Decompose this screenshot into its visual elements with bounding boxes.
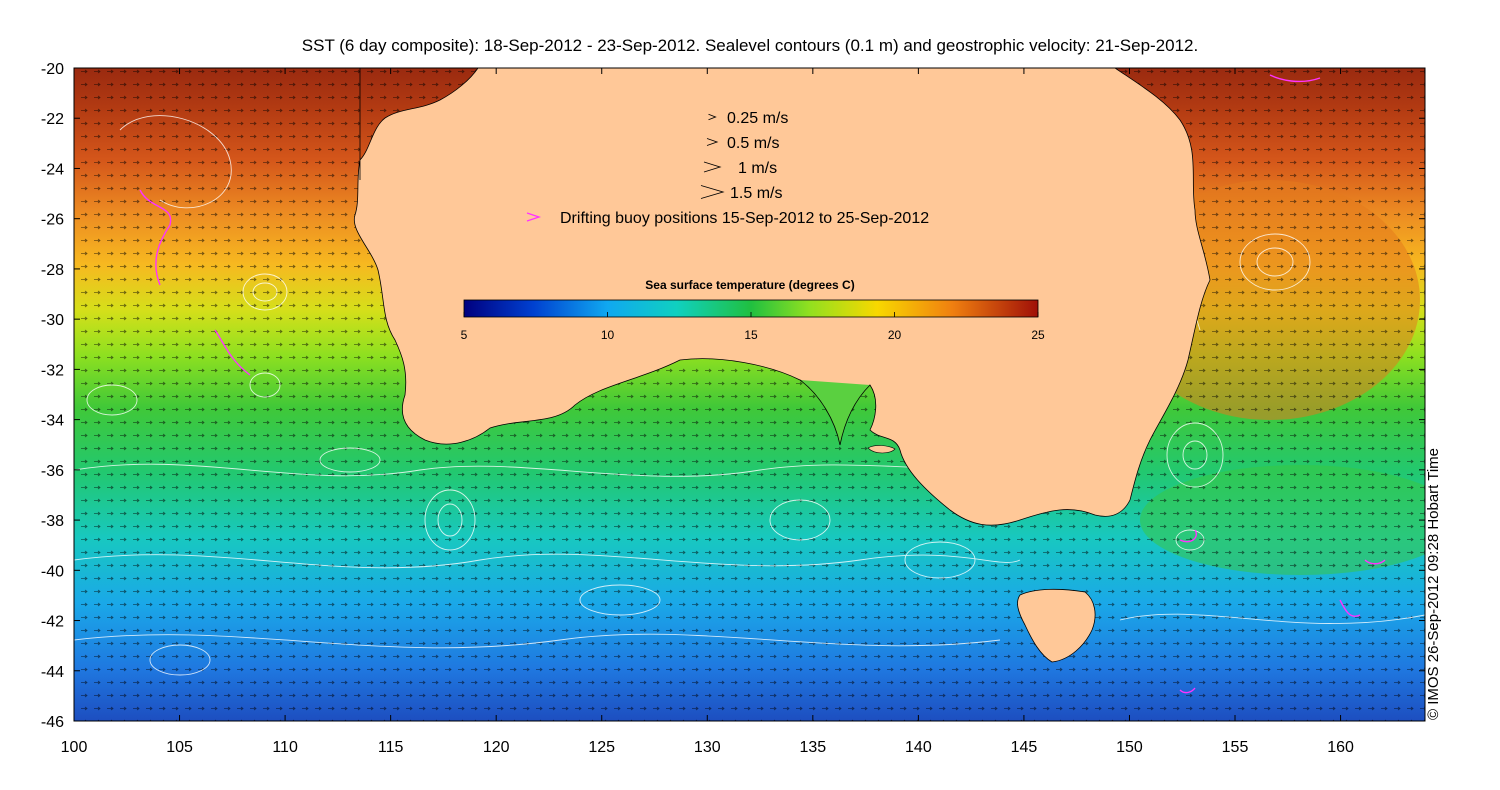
drifting-buoy-tracks xyxy=(139,74,1386,694)
y-tick-label: -20 xyxy=(41,61,64,78)
y-tick-label: -36 xyxy=(41,463,64,480)
colorbar-tick-label: 10 xyxy=(601,328,615,342)
y-tick-label: -34 xyxy=(41,413,64,430)
x-tick-label: 125 xyxy=(588,739,615,756)
x-tick-label: 100 xyxy=(61,739,88,756)
legend-arrow xyxy=(708,113,717,121)
legend-speed-label: 1 m/s xyxy=(738,160,777,177)
x-tick-label: 105 xyxy=(166,739,193,756)
colorbar-tick-label: 15 xyxy=(744,328,758,342)
colorbar-tick-label: 25 xyxy=(1031,328,1045,342)
legend-arrow xyxy=(706,138,719,146)
y-tick-label: -24 xyxy=(41,161,64,178)
x-tick-label: 115 xyxy=(378,739,404,756)
x-tick-label: 160 xyxy=(1327,739,1354,756)
colorbar: Sea surface temperature (degrees C) 5 10 1… xyxy=(461,278,1045,342)
y-axis: -20 -22 -24 -26 -28 -30 -32 -34 -36 -38 -40 -42 -44 -… xyxy=(41,61,1425,731)
tasmania-landmass xyxy=(1017,588,1096,663)
colorbar-tick-label: 5 xyxy=(461,328,468,342)
imos-credit: © IMOS 26-Sep-2012 09:28 Hobart Time xyxy=(1425,447,1442,720)
y-tick-label: -46 xyxy=(41,714,64,731)
y-tick-label: -44 xyxy=(41,664,64,681)
x-tick-label: 155 xyxy=(1222,739,1249,756)
legend-speed-label: 1.5 m/s xyxy=(730,185,782,202)
y-tick-label: -30 xyxy=(41,312,64,329)
velocity-legend: 0.25 m/s 0.5 m/s 1 m/s 1.5 m/s Drifting buo… xyxy=(526,110,929,227)
y-tick-label: -32 xyxy=(41,362,64,379)
chart-title: SST (6 day composite): 18-Sep-2012 - 23-… xyxy=(301,36,1199,55)
legend-arrow xyxy=(703,161,722,173)
colorbar-title: Sea surface temperature (degrees C) xyxy=(645,278,854,292)
legend-speed-label: 0.25 m/s xyxy=(727,110,788,127)
x-tick-label: 150 xyxy=(1116,739,1143,756)
legend-speed-label: 0.5 m/s xyxy=(727,135,779,152)
kangaroo-island xyxy=(867,445,896,454)
plot-frame xyxy=(73,67,1426,722)
sealevel-contours xyxy=(74,115,1425,676)
y-tick-label: -28 xyxy=(41,262,64,279)
x-tick-label: 130 xyxy=(694,739,721,756)
buoy-legend-label: Drifting buoy positions 15-Sep-2012 to 2… xyxy=(560,210,929,227)
y-tick-label: -40 xyxy=(41,563,64,580)
spencer-gulf-coast xyxy=(799,379,871,446)
legend-arrow xyxy=(700,185,725,199)
x-tick-label: 140 xyxy=(905,739,932,756)
x-tick-label: 135 xyxy=(799,739,826,756)
x-tick-label: 120 xyxy=(483,739,510,756)
y-tick-label: -38 xyxy=(41,513,64,530)
y-tick-label: -22 xyxy=(41,111,64,128)
buoy-legend-marker xyxy=(526,212,542,222)
y-tick-label: -26 xyxy=(41,212,64,229)
x-tick-label: 110 xyxy=(272,739,298,756)
y-tick-label: -42 xyxy=(41,614,64,631)
colorbar-tick-label: 20 xyxy=(888,328,902,342)
x-axis: 100 105 110 115 120 125 130 135 140 145 150 155 160 xyxy=(61,68,1354,756)
x-tick-label: 145 xyxy=(1011,739,1038,756)
